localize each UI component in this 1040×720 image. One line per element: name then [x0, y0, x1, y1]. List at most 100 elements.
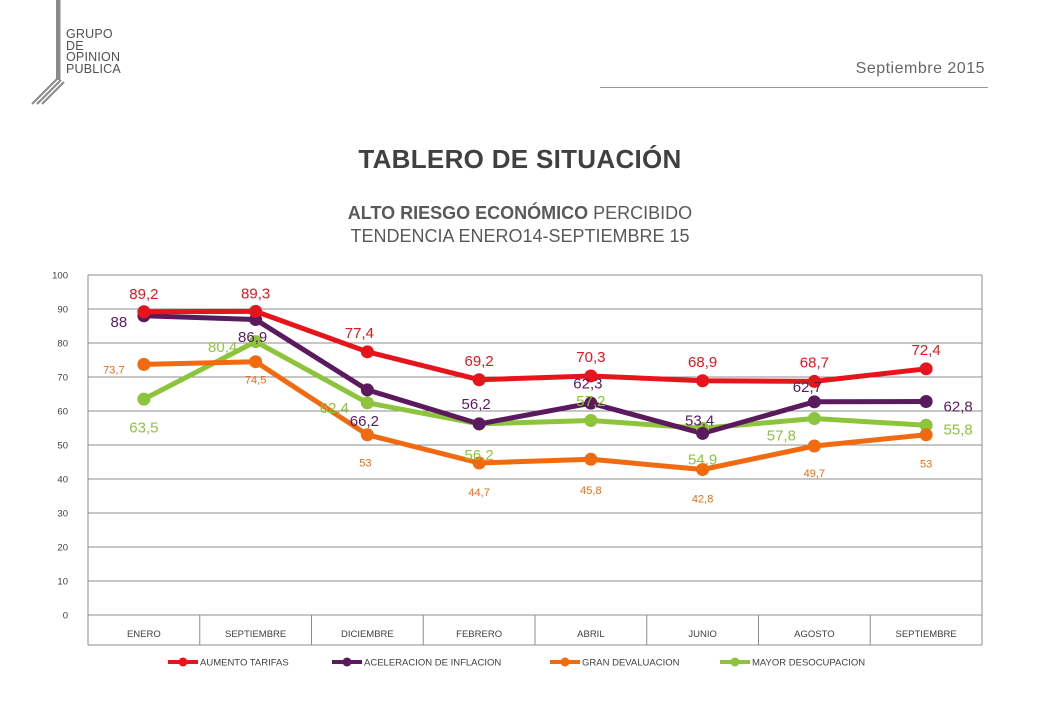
data-point: [584, 452, 598, 466]
data-point: [137, 357, 151, 371]
legend-label: MAYOR DESOCUPACION: [752, 658, 865, 669]
logo-text: GRUPO DE OPINION PUBLICA: [66, 27, 121, 76]
y-tick-label: 10: [57, 577, 68, 588]
chart-grid: [87, 274, 983, 646]
data-point: [584, 369, 598, 383]
data-point: [919, 394, 933, 408]
data-label: 62,8: [944, 399, 973, 416]
series-line: [141, 359, 929, 472]
legend-marker: [560, 657, 570, 667]
data-point: [584, 414, 598, 428]
series-lines: [141, 308, 929, 472]
data-point: [360, 345, 374, 359]
data-point: [137, 305, 151, 319]
header-divider: [600, 87, 988, 88]
y-tick-label: 80: [57, 339, 68, 350]
data-point: [472, 417, 486, 431]
data-label: 77,4: [345, 325, 374, 342]
data-point: [807, 395, 821, 409]
x-tick-label: SEPTIEMBRE: [225, 629, 286, 640]
logo-line-4: PUBLICA: [66, 61, 121, 76]
data-point: [472, 373, 486, 387]
data-point: [696, 462, 710, 476]
legend-label: GRAN DEVALUACION: [582, 658, 680, 669]
data-label: 54,9: [688, 452, 717, 469]
series-line: [141, 308, 929, 384]
x-tick-label: FEBRERO: [456, 629, 502, 640]
data-point: [249, 335, 263, 349]
logo-line-3: OPINION: [66, 50, 121, 65]
data-label: 56,2: [462, 396, 491, 413]
y-tick-label: 20: [57, 543, 68, 554]
data-labels: 89,2 89,3 77,4 69,2 70,3 68,9 68,7 72,4 88 86,9 66…: [103, 286, 973, 506]
logo-mark: [31, 0, 65, 105]
data-point: [249, 304, 263, 318]
y-tick-label: 40: [57, 475, 68, 486]
data-label: 86,9: [238, 329, 267, 346]
series-line: [141, 313, 929, 436]
chart-subtitle-2: TENDENCIA ENERO14-SEPTIEMBRE 15: [350, 226, 690, 246]
data-point: [137, 392, 151, 406]
data-point: [919, 362, 933, 376]
x-tick-label: ABRIL: [577, 629, 604, 640]
x-tick-label: JUNIO: [688, 629, 717, 640]
legend-label: AUMENTO TARIFAS: [200, 658, 289, 669]
data-label: 89,2: [129, 286, 158, 303]
logo-line-1: GRUPO: [66, 27, 113, 41]
data-label: 62,3: [573, 375, 602, 392]
y-tick-label: 90: [57, 305, 68, 316]
data-point: [696, 426, 710, 440]
chart-subtitle-bold: ALTO RIESGO ECONÓMICO: [347, 203, 589, 223]
data-label: 69,2: [465, 353, 494, 370]
chart-subtitle: ALTO RIESGO ECONÓMICO PERCIBIDO: [0, 203, 1040, 224]
data-label: 57,2: [576, 393, 605, 410]
data-point: [807, 439, 821, 453]
series-points: [137, 304, 933, 476]
data-label: 68,7: [800, 355, 829, 372]
chart-subtitle-rest: PERCIBIDO: [588, 203, 693, 223]
y-tick-label: 70: [57, 373, 68, 384]
y-tick-label: 60: [57, 407, 68, 418]
data-point: [584, 396, 598, 410]
data-point: [472, 456, 486, 470]
legend-marker: [178, 657, 188, 667]
x-tick-label: SEPTIEMBRE: [896, 629, 957, 640]
data-label: 45,8: [580, 485, 601, 497]
data-point: [919, 428, 933, 442]
data-point: [360, 428, 374, 442]
data-point: [249, 355, 263, 369]
data-label: 66,2: [350, 413, 379, 430]
data-label: 70,3: [576, 349, 605, 366]
x-axis: ENERO SEPTIEMBRE DICIEMBRE FEBRERO ABRIL JUNI…: [127, 629, 957, 640]
data-label: 89,3: [241, 286, 270, 303]
data-label: 53,4: [685, 413, 714, 430]
data-label: 44,7: [468, 487, 489, 499]
data-label: 42,8: [692, 493, 713, 505]
x-tick-label: ENERO: [127, 629, 161, 640]
y-axis: 0 10 20 30 40 50 60 70 80 90 100: [52, 271, 68, 622]
legend-marker: [730, 657, 740, 667]
data-label: 68,9: [688, 354, 717, 371]
logo-line-2: DE: [66, 38, 84, 53]
y-tick-label: 30: [57, 509, 68, 520]
data-label: 73,7: [103, 364, 124, 376]
data-point: [807, 411, 821, 425]
page-title: TABLERO DE SITUACIÓN: [358, 144, 682, 174]
y-tick-label: 0: [63, 611, 68, 622]
data-label: 80,4: [208, 339, 237, 356]
data-label: 62,4: [320, 400, 349, 417]
x-tick-label: AGOSTO: [794, 629, 834, 640]
data-point: [360, 396, 374, 410]
data-label: 53: [359, 458, 371, 470]
data-point: [360, 383, 374, 397]
data-label: 62,7: [793, 379, 822, 396]
data-label: 88: [111, 314, 128, 331]
legend-marker: [342, 657, 352, 667]
series-line: [141, 339, 929, 431]
data-label: 72,4: [912, 342, 941, 359]
data-point: [919, 418, 933, 432]
data-label: 55,8: [944, 422, 973, 439]
data-label: 57,8: [767, 428, 796, 445]
report-date: Septiembre 2015: [855, 60, 985, 77]
y-tick-label: 100: [52, 271, 68, 282]
